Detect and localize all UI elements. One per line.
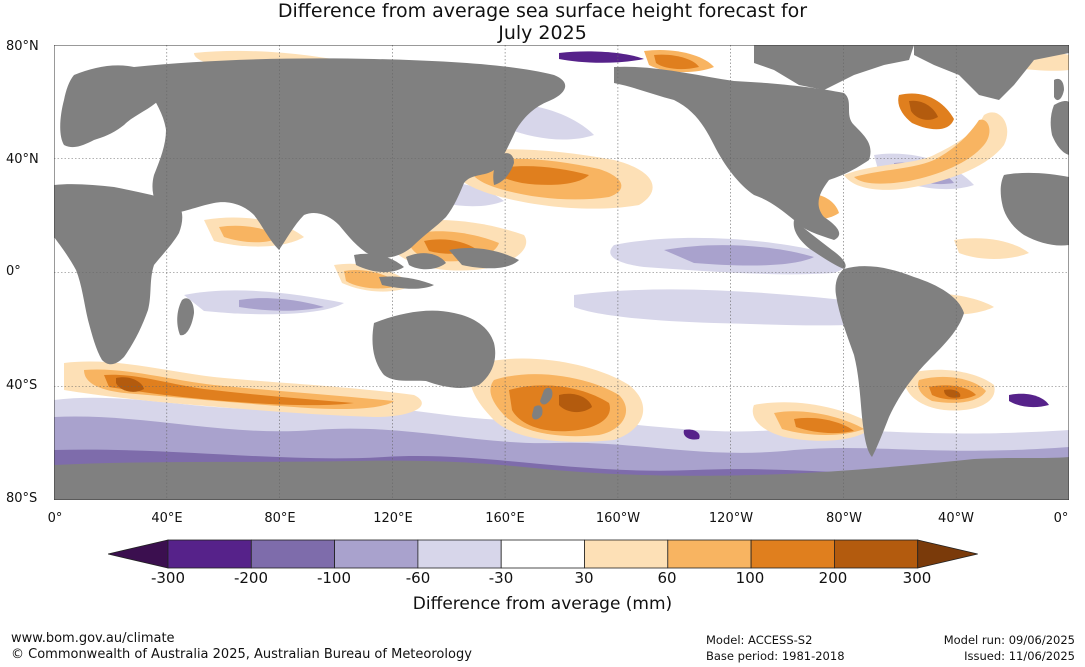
colorbar-segment — [167, 539, 252, 569]
colorbar-tick-minus200: -200 — [233, 569, 269, 587]
colorbar — [108, 539, 978, 569]
lon-label-120e: 120°E — [373, 511, 413, 526]
lon-label-160w: 160°W — [595, 511, 641, 526]
lat-label-equator: 0° — [6, 264, 21, 279]
colorbar-tick-300: 300 — [902, 569, 932, 587]
colorbar-tick-100: 100 — [735, 569, 765, 587]
colorbar-segment — [750, 539, 835, 569]
chart-title-line-1: Difference from average sea surface heig… — [277, 0, 808, 22]
colorbar-tick-30: 30 — [574, 569, 594, 587]
colorbar-tick-200: 200 — [818, 569, 848, 587]
colorbar-arrow-low — [108, 539, 169, 569]
colorbar-arrow-high — [917, 539, 978, 569]
footer-url: www.bom.gov.au/climate — [11, 631, 175, 646]
land-layer — [54, 45, 1069, 500]
lat-label-40s: 40°S — [6, 378, 38, 393]
lon-label-80w: 80°W — [826, 511, 862, 526]
lat-label-40n: 40°N — [6, 152, 39, 167]
sea-surface-height-map — [54, 45, 1069, 500]
chart-title-line-2: July 2025 — [498, 22, 587, 44]
colorbar-segment — [500, 539, 585, 569]
footer-issued: Issued: 11/06/2025 — [964, 649, 1075, 663]
colorbar-segment — [417, 539, 502, 569]
map-gridlines — [54, 45, 1069, 500]
colorbar-tick-minus30: -30 — [488, 569, 514, 587]
colorbar-label: Difference from average (mm) — [412, 594, 673, 614]
lon-label-80e: 80°E — [264, 511, 296, 526]
footer-model-run: Model run: 09/06/2025 — [943, 633, 1075, 647]
colorbar-segment — [334, 539, 419, 569]
colorbar-segment — [667, 539, 752, 569]
colorbar-segment — [584, 539, 669, 569]
colorbar-tick-minus100: -100 — [316, 569, 352, 587]
lon-label-120w: 120°W — [708, 511, 754, 526]
lon-label-160e: 160°E — [485, 511, 525, 526]
colorbar-tick-minus60: -60 — [405, 569, 431, 587]
footer-base-period: Base period: 1981-2018 — [706, 649, 845, 663]
lon-label-0-left: 0° — [47, 511, 63, 526]
lon-label-40w: 40°W — [938, 511, 974, 526]
colorbar-tick-minus300: -300 — [150, 569, 186, 587]
lon-label-0-right: 0° — [1053, 511, 1069, 526]
lat-label-80n: 80°N — [6, 39, 39, 54]
footer-copyright: © Commonwealth of Australia 2025, Austra… — [11, 647, 472, 662]
footer-model: Model: ACCESS-S2 — [706, 633, 813, 647]
lon-label-40e: 40°E — [151, 511, 183, 526]
lat-label-80s: 80°S — [6, 491, 38, 506]
colorbar-segment — [834, 539, 919, 569]
colorbar-segment — [250, 539, 336, 569]
colorbar-tick-60: 60 — [657, 569, 677, 587]
